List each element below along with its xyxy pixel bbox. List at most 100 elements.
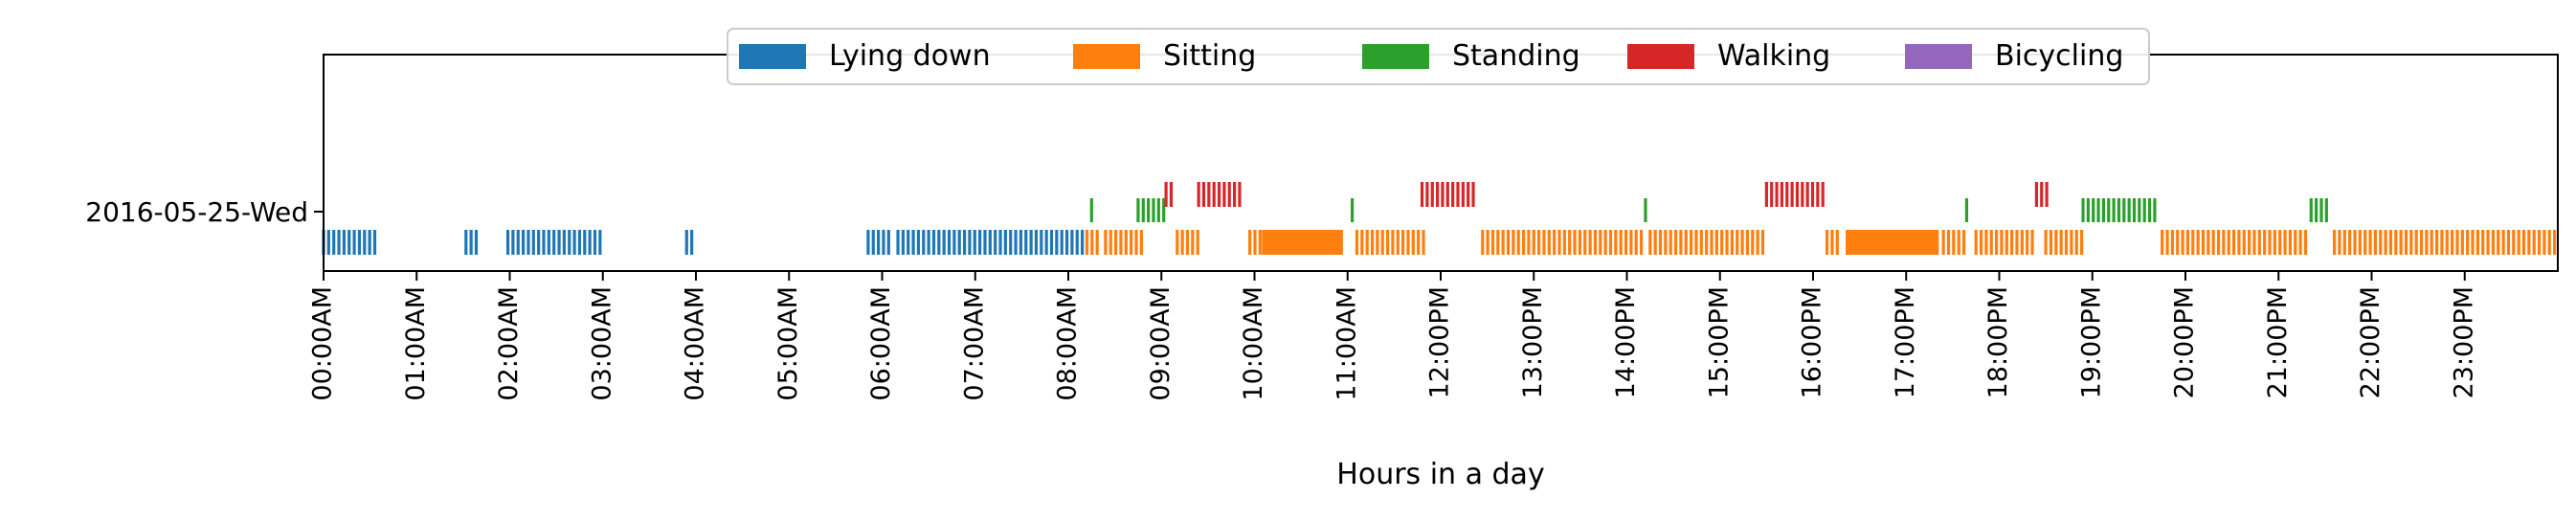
activity-tick <box>1070 230 1074 255</box>
activity-tick <box>1034 230 1039 255</box>
activity-tick <box>2342 230 2346 255</box>
activity-tick <box>2074 230 2078 255</box>
activity-tick <box>583 230 587 255</box>
activity-tick <box>1740 230 1744 255</box>
activity-tick <box>2153 198 2157 222</box>
activity-tick <box>866 230 870 255</box>
activity-tick <box>557 230 561 255</box>
activity-tick <box>2278 230 2282 255</box>
activity-tick <box>1207 182 1211 207</box>
x-tick-label: 22:00PM <box>2356 286 2386 398</box>
activity-tick <box>1634 230 1638 255</box>
activity-segment <box>1846 230 1939 255</box>
activity-tick <box>1578 230 1581 255</box>
activity-tick <box>1775 182 1779 207</box>
activity-tick <box>2547 230 2551 255</box>
activity-tick <box>871 230 875 255</box>
activity-tick <box>572 230 576 255</box>
activity-tick <box>2373 230 2377 255</box>
x-tick-label: 01:00AM <box>401 286 431 401</box>
activity-tick <box>1669 230 1672 255</box>
activity-tick <box>505 230 510 255</box>
activity-tick <box>1957 230 1960 255</box>
activity-tick <box>1684 230 1688 255</box>
activity-tick <box>1152 198 1155 222</box>
legend-label: Lying down <box>829 39 991 73</box>
activity-tick <box>916 230 921 255</box>
activity-tick <box>2034 182 2038 207</box>
activity-tick <box>962 230 967 255</box>
activity-tick <box>2000 230 2004 255</box>
activity-tick <box>1360 230 1364 255</box>
activity-tick <box>1075 230 1079 255</box>
activity-tick <box>1119 230 1123 255</box>
activity-tick <box>2086 198 2090 222</box>
activity-tick <box>2388 230 2393 255</box>
activity-tick <box>1658 230 1663 255</box>
legend-swatch <box>1362 44 1429 69</box>
activity-tick <box>2394 230 2398 255</box>
activity-tick <box>1253 230 1257 255</box>
activity-tick <box>1420 182 1424 207</box>
activity-tick <box>1557 230 1561 255</box>
activity-tick <box>542 230 546 255</box>
activity-tick <box>2451 230 2454 255</box>
activity-tick <box>1825 230 1829 255</box>
activity-tick <box>1542 230 1546 255</box>
activity-tick <box>2191 230 2195 255</box>
activity-tick <box>1512 230 1515 255</box>
legend-swatch <box>1627 44 1694 69</box>
activity-tick <box>2430 230 2433 255</box>
activity-tick <box>1197 182 1200 207</box>
activity-tick <box>2138 198 2141 222</box>
activity-tick <box>2491 230 2496 255</box>
x-tick-label: 16:00PM <box>1798 286 1827 398</box>
legend-label: Sitting <box>1163 39 1256 73</box>
activity-tick <box>1614 230 1618 255</box>
activity-tick <box>2404 230 2408 255</box>
activity-tick <box>332 230 336 255</box>
activity-tick <box>1821 182 1825 207</box>
activity-tick <box>2288 230 2293 255</box>
activity-tick <box>1664 230 1668 255</box>
activity-tick <box>1024 230 1028 255</box>
activity-tick <box>1974 230 1978 255</box>
activity-tick <box>1351 198 1355 222</box>
activity-tick <box>2379 230 2383 255</box>
activity-tick <box>363 230 367 255</box>
activity-tick <box>2049 230 2053 255</box>
activity-tick <box>1486 230 1490 255</box>
activity-tick <box>1795 182 1800 207</box>
activity-tick <box>2081 198 2085 222</box>
activity-tick <box>1089 198 1093 222</box>
x-tick-label: 14:00PM <box>1611 286 1641 398</box>
activity-tick <box>2324 198 2328 222</box>
activity-tick <box>2132 198 2137 222</box>
activity-tick <box>2201 230 2206 255</box>
activity-tick <box>1212 182 1216 207</box>
activity-tick <box>1599 230 1602 255</box>
activity-tick <box>2319 198 2323 222</box>
activity-tick <box>2040 182 2044 207</box>
activity-tick <box>1456 182 1460 207</box>
activity-tick <box>2268 230 2272 255</box>
series-lying-down <box>322 230 1085 255</box>
activity-tick <box>1385 230 1390 255</box>
activity-tick <box>1080 230 1085 255</box>
activity-tick <box>1964 198 1969 222</box>
activity-tick <box>2170 230 2174 255</box>
activity-tick <box>690 230 694 255</box>
activity-tick <box>2471 230 2475 255</box>
activity-tick <box>2030 230 2034 255</box>
activity-tick <box>588 230 592 255</box>
activity-tick <box>1780 182 1784 207</box>
activity-tick <box>562 230 566 255</box>
activity-tick <box>2222 230 2226 255</box>
x-tick-label: 08:00AM <box>1053 286 1083 401</box>
activity-tick <box>1989 230 1993 255</box>
activity-tick <box>1506 230 1511 255</box>
activity-tick <box>1760 230 1765 255</box>
activity-tick <box>957 230 961 255</box>
activity-tick <box>522 230 526 255</box>
